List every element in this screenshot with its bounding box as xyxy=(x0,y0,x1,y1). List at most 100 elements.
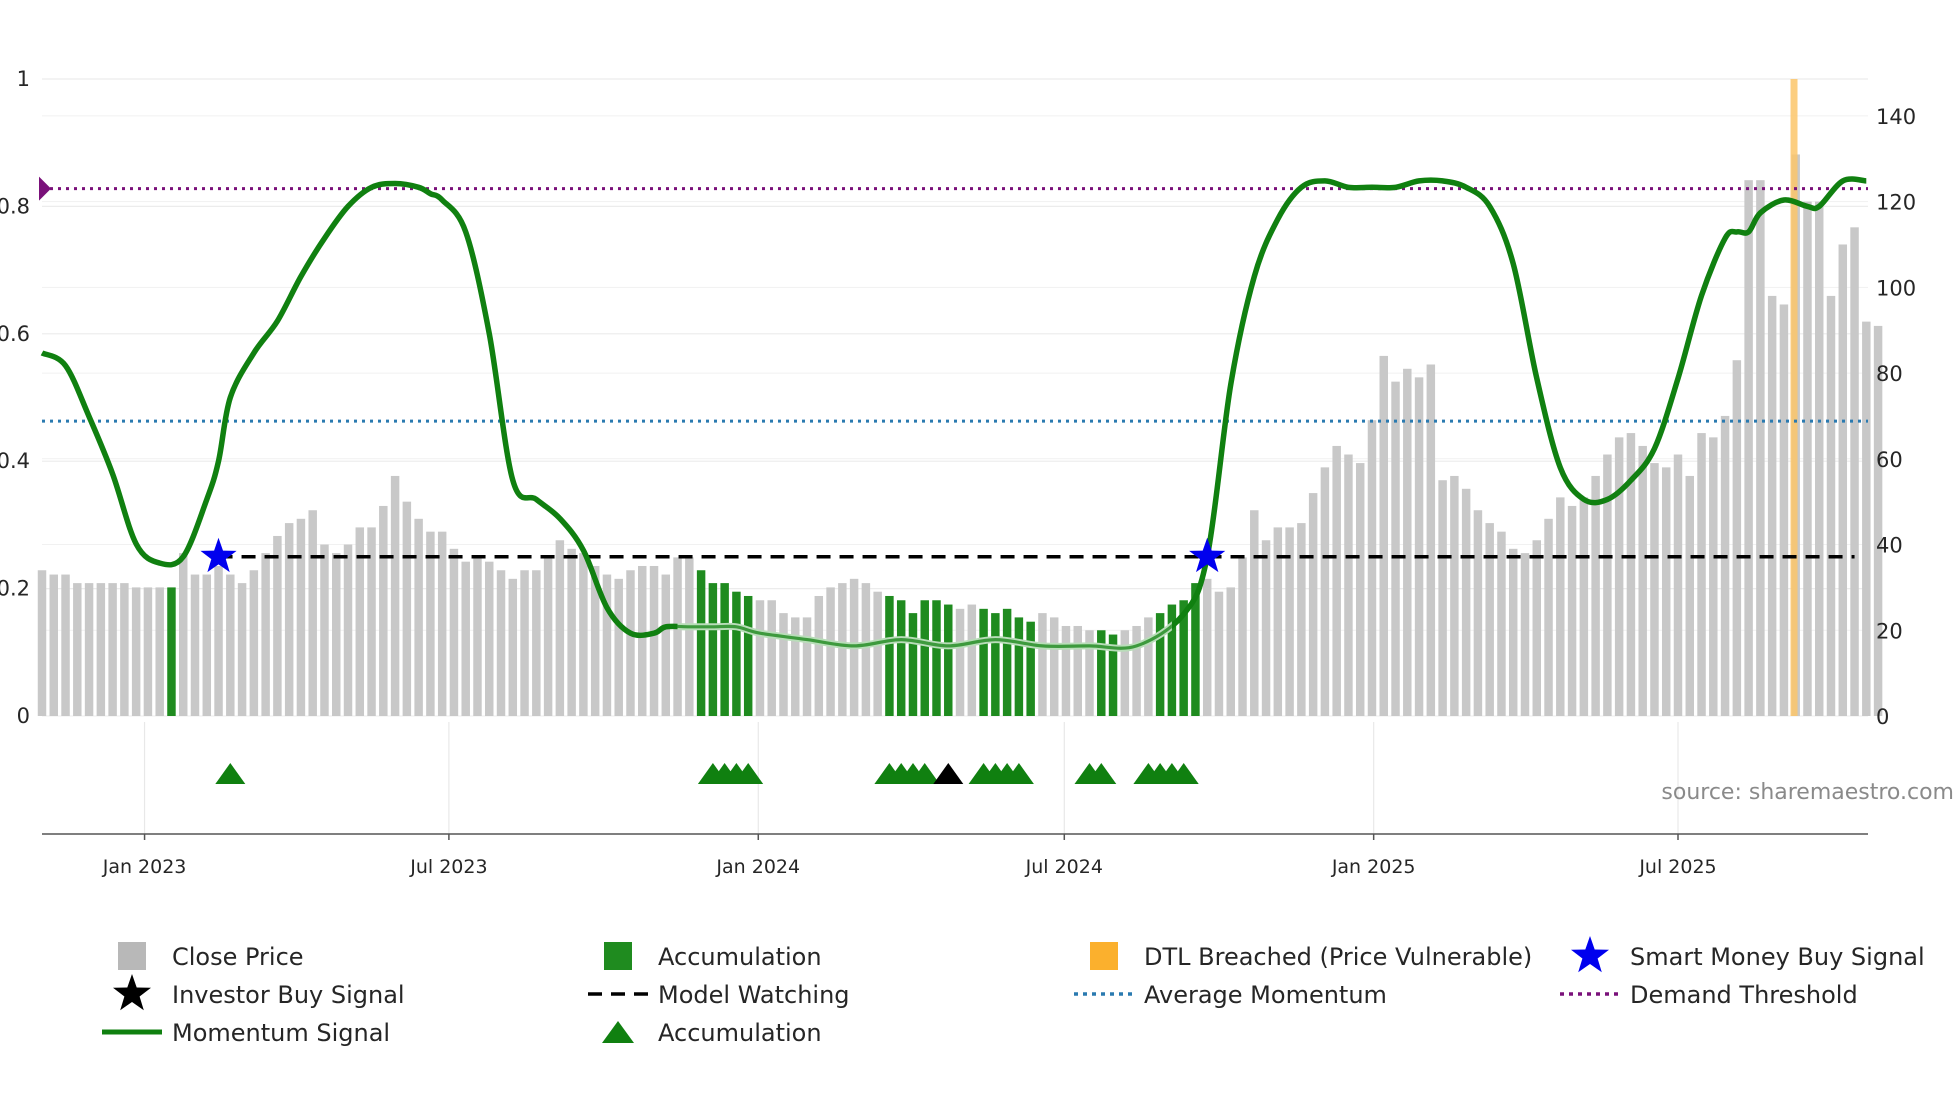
close-price-bar xyxy=(543,557,553,716)
close-price-bar xyxy=(355,527,365,716)
right-axis-tick: 140 xyxy=(1876,105,1916,129)
close-price-bar xyxy=(1320,467,1330,716)
legend-label: Smart Money Buy Signal xyxy=(1630,943,1925,971)
close-price-bar xyxy=(108,583,117,716)
close-price-bar xyxy=(1238,557,1247,716)
close-price-bar xyxy=(508,578,518,716)
close-price-bar xyxy=(237,583,247,716)
signal-markers xyxy=(200,537,1226,784)
legend-item: Investor Buy Signal xyxy=(113,974,405,1011)
close-price-bar xyxy=(1485,523,1494,716)
close-price-bar xyxy=(1297,523,1306,716)
close-price-bar xyxy=(1332,445,1341,716)
legend-star-icon xyxy=(1571,936,1609,973)
legend-swatch xyxy=(118,942,146,970)
close-price-bar xyxy=(1355,463,1365,716)
close-price-bar xyxy=(955,608,965,716)
close-price-bar xyxy=(1144,617,1153,716)
close-price-bar xyxy=(1767,295,1777,716)
close-price-bar xyxy=(1508,548,1518,716)
close-price-bar xyxy=(626,570,635,716)
close-price-bar xyxy=(84,583,94,716)
accumulation-bar xyxy=(167,587,176,716)
legend-item: Average Momentum xyxy=(1074,981,1387,1009)
close-price-bar xyxy=(120,583,129,716)
accumulation-marker xyxy=(1003,763,1034,784)
right-axis-tick: 40 xyxy=(1876,534,1903,558)
close-price-bar xyxy=(202,574,212,716)
close-price-bar xyxy=(1497,531,1506,716)
close-price-bar xyxy=(320,544,329,716)
accumulation-bar xyxy=(708,583,718,716)
close-price-bar xyxy=(1308,493,1318,716)
legend-label: Demand Threshold xyxy=(1630,981,1858,1009)
legend-item: Momentum Signal xyxy=(102,1019,390,1047)
date-tick-label: Jan 2025 xyxy=(1331,856,1416,878)
close-price-bar xyxy=(1261,540,1271,716)
close-price-bar xyxy=(791,617,800,716)
close-price-bar xyxy=(1720,415,1730,716)
momentum-signal xyxy=(40,176,1867,652)
legend-label: DTL Breached (Price Vulnerable) xyxy=(1144,943,1532,971)
close-price-bar xyxy=(838,583,847,716)
close-price-bar xyxy=(602,574,612,716)
close-price-bar xyxy=(1638,445,1647,716)
accumulation-bar xyxy=(991,613,1000,716)
accumulation-bar xyxy=(979,608,988,716)
close-price-bar xyxy=(1838,244,1848,716)
close-price-bar xyxy=(437,531,447,716)
close-price-bar xyxy=(1226,587,1235,716)
close-price-bar xyxy=(308,510,317,716)
close-price-bar xyxy=(1779,304,1789,716)
close-price-bar xyxy=(1661,467,1671,716)
legend-item: Accumulation xyxy=(604,942,822,971)
left-axis-tick: 0.6 xyxy=(0,322,30,346)
close-price-bar xyxy=(1732,360,1742,716)
close-price-bar xyxy=(73,583,82,716)
close-price-bar xyxy=(1756,180,1765,717)
close-price-bar xyxy=(1826,295,1836,716)
momentum-line-muted xyxy=(677,623,1172,650)
close-price-bar xyxy=(1285,527,1294,716)
close-price-bar xyxy=(1450,475,1459,716)
legend-item: Smart Money Buy Signal xyxy=(1571,936,1925,973)
close-price-bar xyxy=(284,523,294,716)
accumulation-marker xyxy=(215,763,246,784)
close-price-bar xyxy=(1579,497,1589,716)
close-price-bar xyxy=(579,553,588,716)
close-price-bar xyxy=(1250,510,1259,716)
legend-star-icon xyxy=(113,974,151,1011)
close-price-bar xyxy=(390,475,400,716)
close-price-bars xyxy=(37,79,1883,717)
close-price-bar xyxy=(1520,553,1530,716)
close-price-bar xyxy=(379,505,388,716)
demand-threshold-marker xyxy=(39,176,51,201)
gridlines xyxy=(42,78,1868,834)
close-price-bar xyxy=(1532,540,1541,716)
close-price-bar xyxy=(685,557,694,716)
close-price-bar xyxy=(143,587,153,716)
legend: Close Price Accumulation DTL Breached (Pri… xyxy=(102,936,1925,1047)
close-price-bar xyxy=(1379,355,1388,716)
accumulation-marker xyxy=(1168,763,1199,784)
close-price-bar xyxy=(567,548,576,716)
close-price-bar xyxy=(449,548,459,716)
close-price-bar xyxy=(261,553,270,716)
close-price-bar xyxy=(555,540,565,716)
right-axis-tick: 120 xyxy=(1876,191,1916,215)
close-price-bar xyxy=(1049,617,1059,716)
left-axis-tick: 0.8 xyxy=(0,194,30,218)
legend-label: Investor Buy Signal xyxy=(172,981,405,1009)
date-tick-label: Jul 2024 xyxy=(1025,856,1103,878)
close-price-bar xyxy=(332,553,341,716)
close-price-bar xyxy=(1473,510,1483,716)
close-price-bar xyxy=(1567,505,1577,716)
right-axis-tick: 100 xyxy=(1876,276,1916,300)
accumulation-bar xyxy=(1167,604,1177,716)
legend-swatch xyxy=(604,942,632,970)
close-price-bar xyxy=(1344,454,1353,716)
left-axis-tick: 0.2 xyxy=(0,577,30,601)
date-tick-label: Jan 2024 xyxy=(715,856,800,878)
right-axis-tick: 80 xyxy=(1876,362,1903,386)
close-price-bar xyxy=(485,561,494,716)
